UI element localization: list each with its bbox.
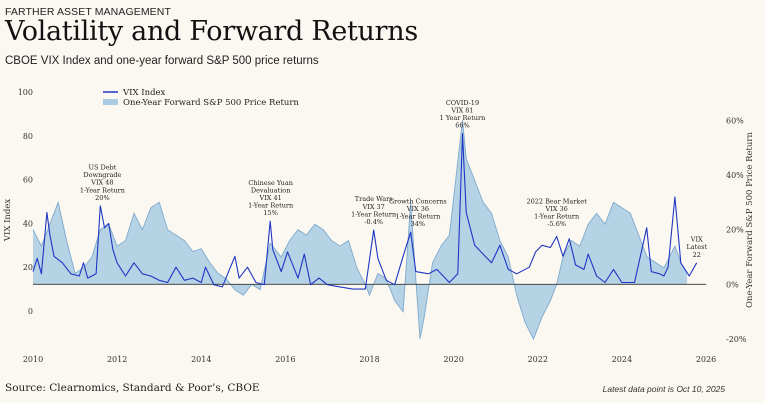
annotation-label: 2022 Bear Market VIX 36 1-Year Return -5.6% (527, 197, 588, 228)
x-axis-tick: 2018 (359, 355, 379, 364)
annotation-line: Chinese Yuan (248, 179, 293, 187)
annotation-line: VIX (690, 236, 703, 244)
x-axis-tick: 2012 (107, 355, 127, 364)
right-axis-tick: 0% (726, 280, 739, 289)
annotation-line: 15% (263, 209, 277, 217)
annotation-line: 66% (455, 122, 469, 130)
left-axis-tick: 40 (23, 219, 33, 228)
annotation-line: 1 Year Return (440, 114, 486, 122)
x-axis-tick: 2010 (23, 355, 43, 364)
right-axis-tick: 60% (726, 116, 744, 125)
annotation-label: Growth Concerns VIX 36 1-Year Return 34% (389, 197, 447, 228)
annotation-line: 20% (95, 194, 109, 202)
x-axis-tick: 2024 (612, 355, 632, 364)
annotation-line: VIX 36 (545, 205, 568, 213)
left-axis-tick: 60 (23, 176, 33, 185)
annotation-line: 1-Year Return (80, 186, 125, 194)
legend-label-return: One-Year Forward S&P 500 Price Return (123, 98, 299, 108)
annotation-line: VIX 36 (406, 205, 429, 213)
annotation-label: COVID-19 VIX 81 1 Year Return 66% (440, 99, 486, 130)
x-axis-tick: 2014 (191, 355, 211, 364)
return-area (33, 120, 688, 339)
annotation-line: -0.4% (364, 218, 383, 226)
annotation-line: 22 (693, 251, 701, 259)
annotation-line: VIX 37 (362, 203, 385, 211)
annotation-line: VIX 41 (259, 194, 282, 202)
annotation-line: 1-Year Return (351, 210, 396, 218)
x-axis-tick: 2020 (443, 355, 463, 364)
source-note: Source: Clearnomics, Standard & Poor’s, … (5, 382, 260, 394)
left-axis-tick: 100 (18, 88, 33, 97)
annotation-line: 1-Year Return (248, 202, 293, 210)
annotation-line: 1-Year Return (534, 213, 579, 221)
legend-label-vix: VIX Index (122, 88, 166, 98)
annotation-line: 34% (411, 220, 425, 228)
x-axis-tick: 2016 (275, 355, 295, 364)
page-title: Volatility and Forward Returns (5, 16, 418, 47)
annotation-line: Trade Wars (355, 195, 393, 203)
right-axis-tick: 20% (726, 226, 744, 235)
annotation-line: VIX 48 (90, 179, 113, 187)
right-axis-title: One-Year Forward S&P 500 Price Return (745, 132, 755, 308)
annotation-label: US Debt Downgrade VIX 48 1-Year Return 20% (80, 163, 125, 201)
annotation-line: -5.6% (547, 220, 566, 228)
brand-name: FARTHER ASSET MANAGEMENT (5, 6, 171, 18)
chart-subtitle: CBOE VIX Index and one-year forward S&P … (5, 55, 319, 67)
annotation-line: 1-Year Return (395, 213, 440, 221)
return-line (32, 120, 688, 341)
left-axis-tick: 80 (23, 132, 33, 141)
vix-line (32, 133, 698, 290)
latest-data-note: Latest data point is Oct 10, 2025 (602, 384, 725, 394)
annotation-line: Devaluation (251, 186, 291, 194)
annotation-label: VIX Latest 22 (686, 236, 707, 259)
left-axis-title: VIX Index (3, 199, 13, 243)
annotation-line: Downgrade (83, 171, 121, 179)
annotation-line: US Debt (88, 163, 116, 171)
legend-swatch-return (103, 99, 118, 105)
x-axis-tick: 2026 (696, 355, 716, 364)
right-axis-tick: -20% (726, 335, 747, 344)
left-axis-tick: 0 (28, 307, 33, 316)
annotation-line: Latest (686, 243, 707, 251)
annotation-line: 2022 Bear Market (527, 197, 588, 205)
right-axis-tick: 40% (726, 171, 744, 180)
annotation-line: COVID-19 (446, 99, 479, 107)
x-axis-tick: 2022 (528, 355, 548, 364)
annotation-label: Chinese Yuan Devaluation VIX 41 1-Year Retu… (248, 179, 293, 217)
annotation-line: VIX 81 (450, 106, 473, 114)
annotation-line: Growth Concerns (389, 197, 447, 205)
left-axis-tick: 20 (23, 263, 33, 272)
annotation-label: Trade Wars VIX 37 1-Year Return -0.4% (351, 195, 396, 226)
